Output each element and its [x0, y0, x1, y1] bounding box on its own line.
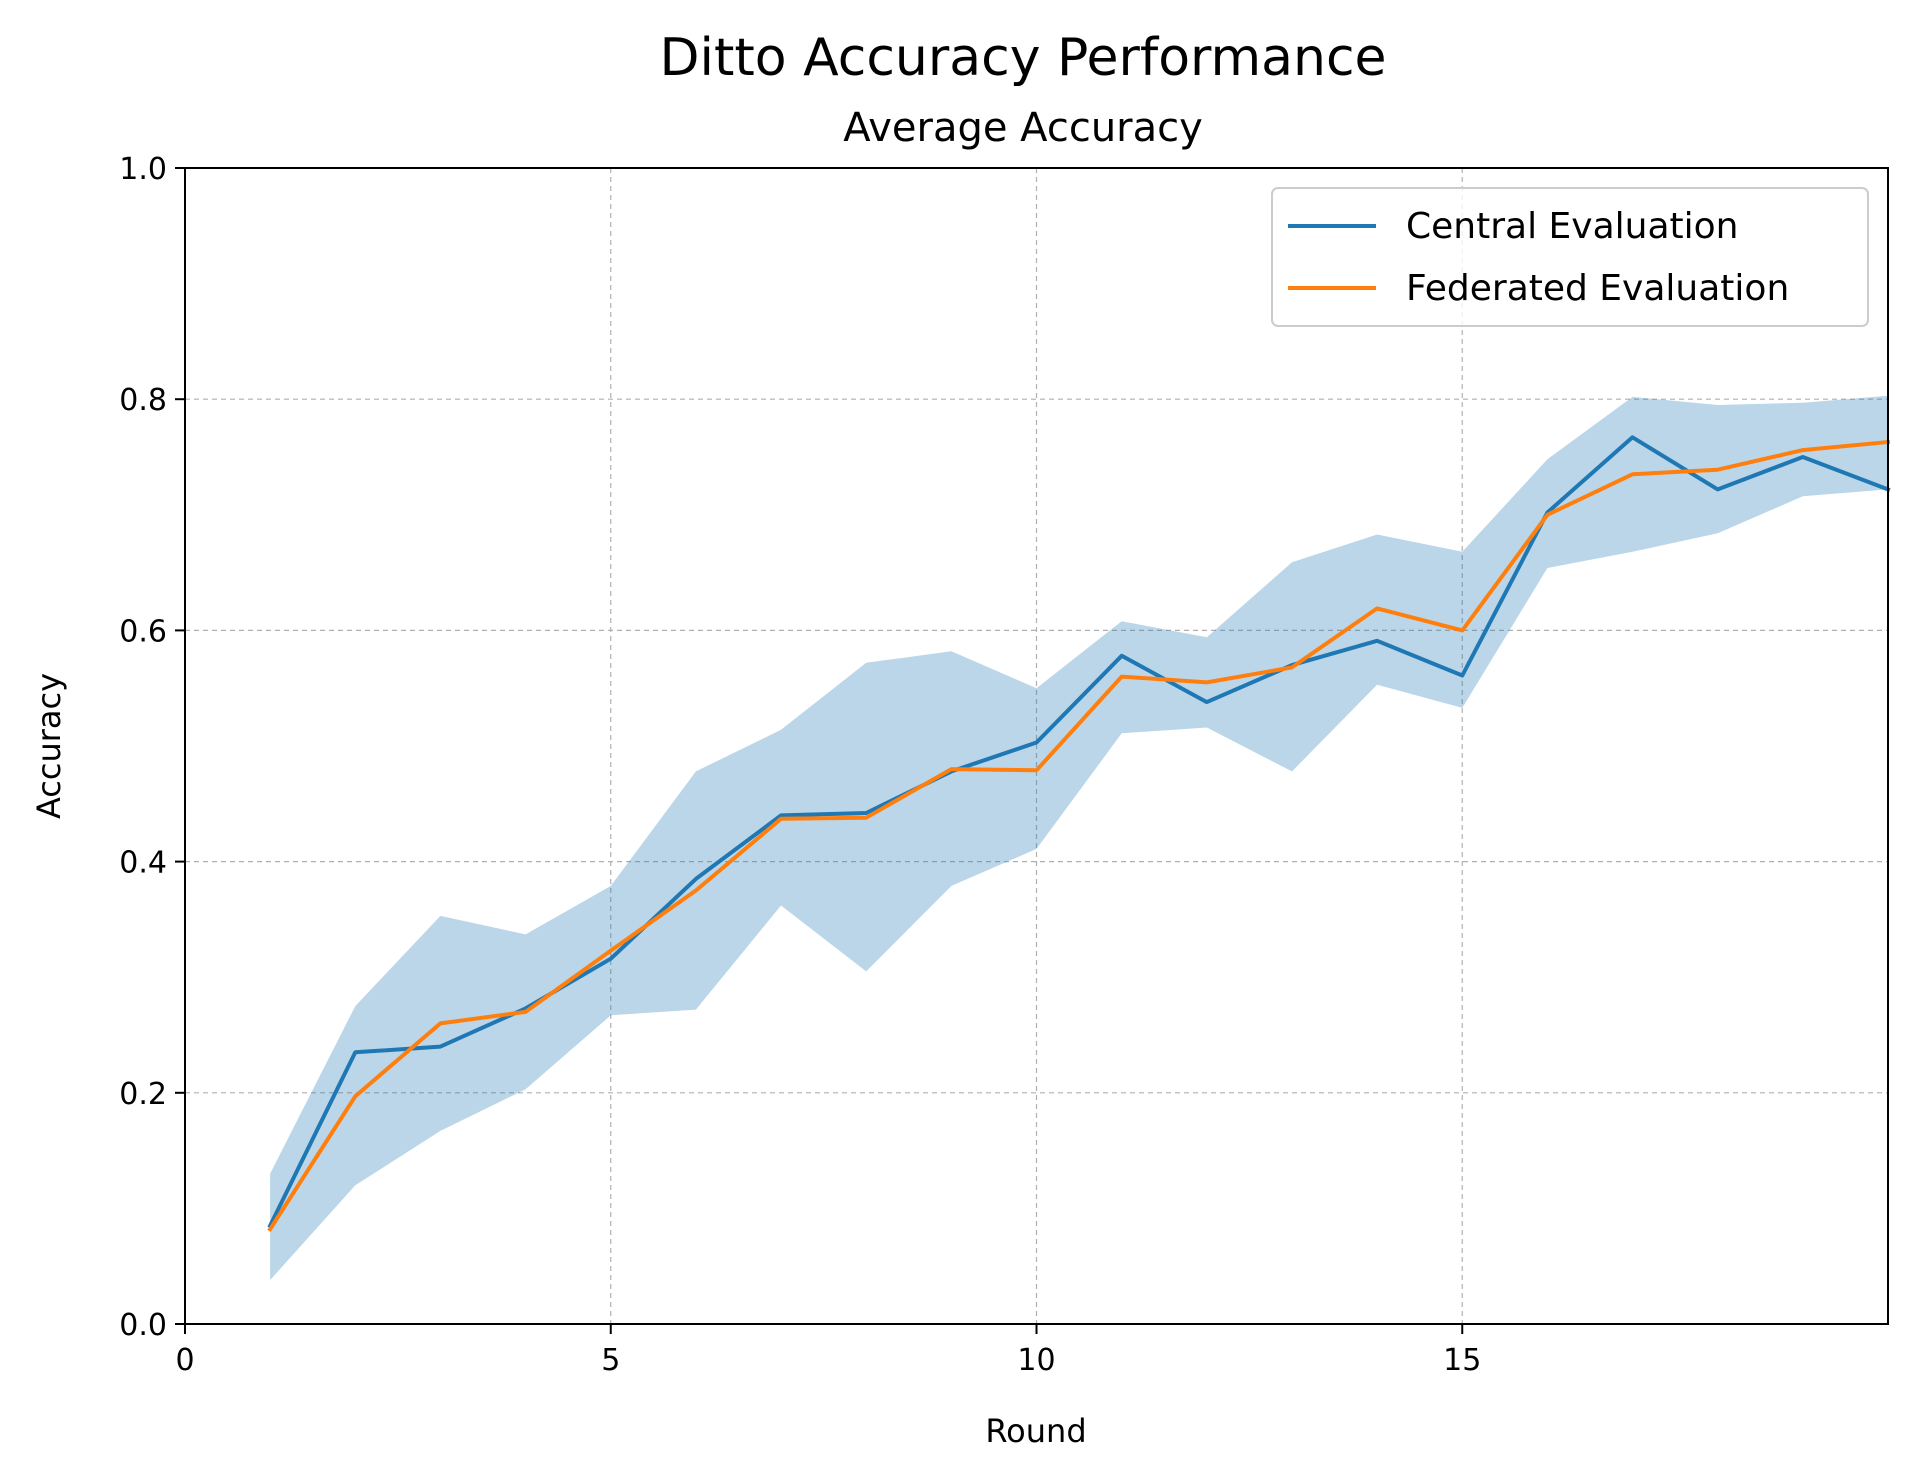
y-tick-label-0: 0.0 [119, 1308, 167, 1343]
series-layer [267, 435, 1891, 1232]
legend: Central Evaluation Federated Evaluation [1271, 187, 1869, 327]
series-line-1 [267, 439, 1891, 1232]
x-tick-label-2: 10 [1017, 1343, 1055, 1378]
legend-label-central: Central Evaluation [1406, 206, 1738, 247]
chart-subtitle: Average Accuracy [843, 105, 1203, 151]
x-axis-label: Round [985, 1412, 1086, 1450]
grid [185, 168, 1888, 1324]
confidence-band [270, 395, 1889, 1281]
x-tick-label-3: 15 [1443, 1343, 1481, 1378]
legend-box [1271, 187, 1869, 327]
y-tick-label-2: 0.4 [119, 846, 167, 881]
y-tick-label-5: 1.0 [119, 152, 167, 187]
y-tick-label-3: 0.6 [119, 614, 167, 649]
legend-label-federated: Federated Evaluation [1406, 268, 1789, 309]
y-axis-label: Accuracy [30, 673, 68, 819]
chart-title: Ditto Accuracy Performance [659, 28, 1386, 88]
x-tick-label-0: 0 [175, 1343, 194, 1378]
y-axis-ticks: 0.0 0.2 0.4 0.6 0.8 1.0 [119, 152, 185, 1343]
confidence-band-layer [270, 395, 1889, 1281]
y-tick-label-1: 0.2 [119, 1077, 167, 1112]
y-tick-label-4: 0.8 [119, 383, 167, 418]
x-axis-ticks: 0 5 10 15 [175, 1324, 1481, 1378]
x-tick-label-1: 5 [601, 1343, 620, 1378]
